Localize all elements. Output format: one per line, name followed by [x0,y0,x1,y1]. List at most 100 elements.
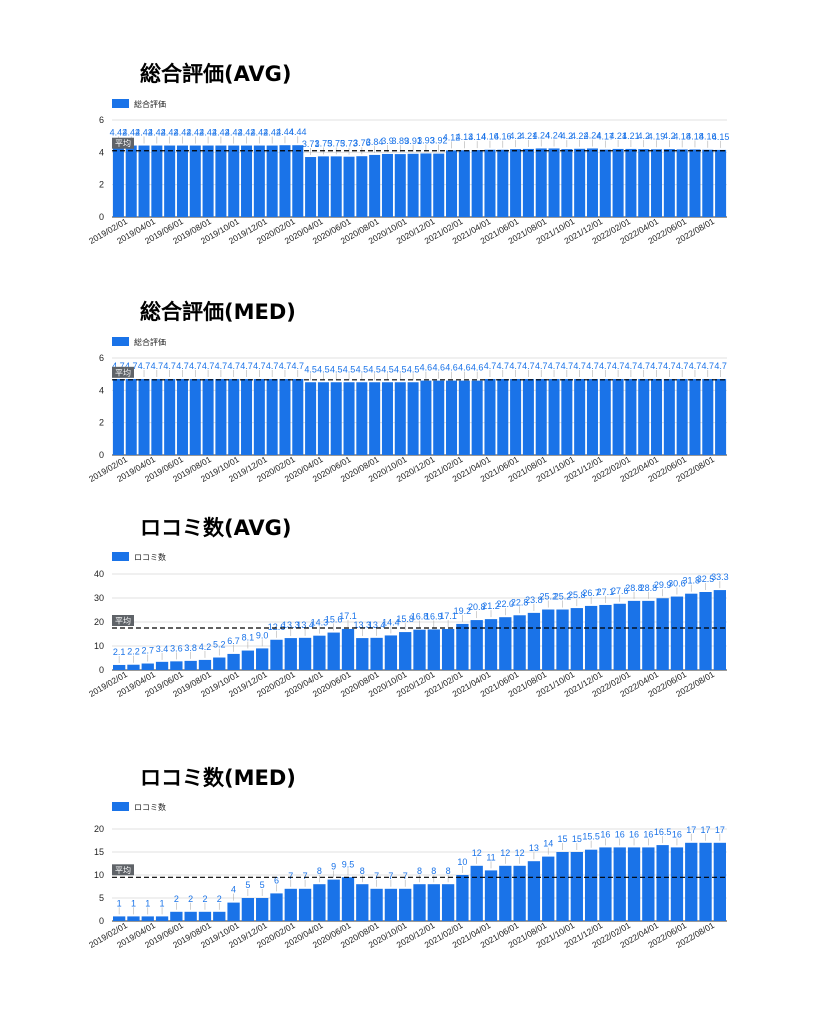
data-label: 3.84 [366,137,384,147]
data-label: 20.8 [468,602,486,612]
bar [484,379,496,455]
data-label: 6 [274,875,279,885]
data-label: 15.6 [325,615,343,625]
bar [574,379,586,455]
bar [663,379,675,455]
bar [612,379,624,455]
bar [279,379,291,455]
bar [427,884,440,921]
y-tick-label: 5 [99,893,104,903]
bar [484,870,498,921]
bar [522,379,534,455]
data-label: 10 [457,857,467,867]
bar [155,661,169,670]
bar [413,629,426,670]
bar [215,379,227,455]
bar [535,379,547,455]
bar [663,149,675,217]
bar [356,638,369,670]
data-label: 29.9 [654,580,672,590]
bar [699,592,712,670]
bar [471,150,483,217]
data-label: 27.1 [597,587,615,597]
bar [699,842,712,921]
bar [381,382,393,455]
data-label: 3.4 [156,644,169,654]
data-label: 4.7 [215,361,228,371]
bar [138,145,150,217]
data-label: 4.19 [648,131,666,141]
bar [627,847,641,921]
bar [125,145,137,217]
bar [284,638,297,670]
data-label: 4.7 [125,361,138,371]
bar [298,637,312,670]
bar [713,842,726,921]
bar [510,379,522,455]
bar [155,916,169,921]
data-label: 28.8 [625,583,643,593]
bar [305,382,317,455]
bar [574,148,586,217]
average-badge [112,864,134,876]
bar [407,153,419,217]
bar [215,145,227,217]
bar [599,379,611,455]
legend-swatch [112,99,129,108]
bar [176,145,188,217]
data-label: 14.3 [311,618,329,628]
data-label: 1 [145,898,150,908]
data-label: 4.6 [445,363,458,373]
bar [542,609,555,670]
bar [384,888,398,921]
bar [356,884,369,921]
data-label: 4.7 [689,361,702,371]
bar [625,148,637,217]
bar [599,149,611,217]
data-label: 7 [303,871,308,881]
bar [685,593,698,670]
bar [189,379,201,455]
data-label: 17 [715,825,725,835]
data-label: 23.8 [525,595,543,605]
average-badge [112,615,134,626]
data-label: 7 [374,871,379,881]
bar [584,849,598,921]
data-label: 4 [231,885,236,895]
bar [535,148,547,217]
bar [599,604,612,670]
chart-title-med-reviews: ロコミ数(MED) [140,766,296,790]
bar [284,888,297,921]
bar [279,145,291,217]
data-label: 4.5 [317,364,330,374]
data-label: 3.9 [381,136,394,146]
data-label: 15 [558,834,568,844]
data-label: 4.7 [663,361,676,371]
data-label: 2 [217,894,222,904]
bar [542,856,555,921]
bar [656,845,669,921]
y-tick-label: 4 [99,147,104,157]
bar [638,379,650,455]
bar [513,865,526,921]
bar [202,379,214,455]
bar [651,379,663,455]
bar [556,609,569,670]
bar [499,617,512,670]
data-label: 4.7 [637,361,650,371]
data-label: 4.21 [622,131,640,141]
data-label: 4.42 [199,128,217,138]
bar [627,600,641,670]
data-label: 4.7 [676,361,689,371]
data-label: 4.42 [212,128,230,138]
data-label: 4.42 [110,128,128,138]
data-label: 4.21 [609,131,627,141]
data-label: 7 [403,871,408,881]
data-label: 3.89 [392,136,410,146]
bar [356,382,368,455]
data-label: 4.7 [189,361,202,371]
data-label: 12 [472,848,482,858]
y-tick-label: 10 [94,641,104,651]
data-label: 3.91 [404,136,422,146]
bar [256,648,269,670]
